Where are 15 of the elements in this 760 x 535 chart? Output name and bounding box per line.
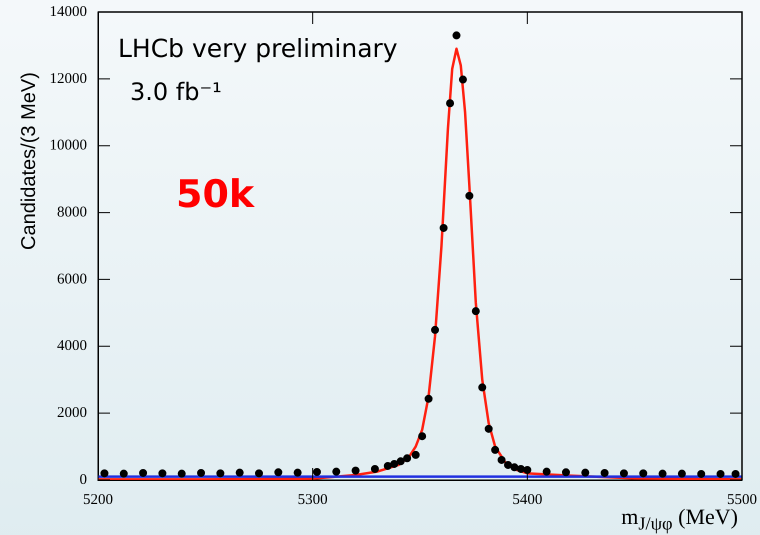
y-tick-label: 10000 — [50, 138, 87, 154]
y-axis-title: Candidates/(3 MeV) — [18, 72, 41, 250]
x-tick-label: 5400 — [512, 492, 542, 508]
y-tick-label: 2000 — [57, 405, 87, 422]
y-tick-label: 4000 — [57, 338, 87, 354]
y-tick-label: 12000 — [50, 70, 87, 87]
y-tick-label: 8000 — [57, 204, 87, 221]
y-tick-label: 6000 — [57, 271, 87, 288]
annotation: LHCb very preliminary — [118, 34, 398, 63]
annotation: 3.0 fb⁻¹ — [130, 78, 222, 106]
annotation: 50k — [176, 172, 254, 216]
x-tick-label: 5300 — [298, 492, 328, 508]
x-tick-label: 5200 — [83, 492, 113, 508]
y-tick-label: 0 — [80, 472, 87, 488]
y-tick-label: 14000 — [50, 4, 87, 20]
